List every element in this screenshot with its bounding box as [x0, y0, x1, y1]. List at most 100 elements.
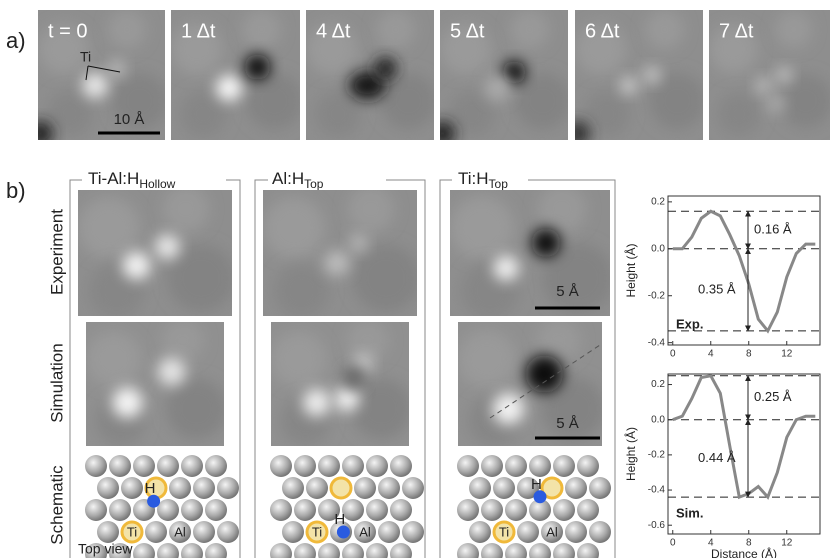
h-label: H — [334, 511, 345, 528]
blob — [458, 330, 516, 388]
atom — [589, 477, 611, 499]
atom — [85, 499, 107, 521]
blob — [28, 121, 53, 146]
atom — [205, 543, 227, 558]
atom — [390, 455, 412, 477]
atom — [402, 521, 424, 543]
y-tick-label: 0.0 — [651, 414, 665, 425]
blob — [643, 66, 661, 84]
blob — [538, 185, 586, 233]
atom — [181, 455, 203, 477]
y-axis-label: Height (Å) — [623, 243, 638, 297]
blob — [348, 186, 394, 232]
y-tick-label: -0.6 — [648, 520, 666, 531]
blob — [766, 94, 785, 113]
frame-label: 6 Δt — [585, 20, 620, 42]
annotation: 0.25 Å — [754, 389, 792, 404]
atom — [366, 455, 388, 477]
atom — [109, 455, 131, 477]
atom — [378, 477, 400, 499]
atom — [282, 477, 304, 499]
figure: a) b) Ti-Al:HHollow Al:HTop Ti:HTop Expe… — [0, 0, 830, 558]
blob — [449, 91, 495, 137]
annotation: 0.16 Å — [754, 221, 792, 236]
atom — [577, 543, 599, 558]
atom — [145, 521, 167, 543]
x-tick-label: 8 — [746, 349, 752, 360]
blob — [108, 10, 146, 48]
atom — [529, 543, 551, 558]
h-label: H — [531, 476, 542, 493]
atom — [505, 499, 527, 521]
atom — [318, 543, 340, 558]
x-tick-label: 12 — [781, 349, 793, 360]
frame-label: t = 0 — [48, 20, 87, 42]
column-title: Ti:HTop — [458, 169, 508, 191]
profile-tag: Sim. — [676, 505, 703, 520]
scale-bar-label: 5 Å — [556, 415, 579, 432]
blob — [86, 332, 141, 387]
blob — [526, 355, 563, 392]
atom — [97, 521, 119, 543]
blob — [532, 229, 561, 258]
atom — [481, 499, 503, 521]
ti-label: Ti — [499, 524, 509, 539]
stm-image — [86, 320, 227, 446]
stm-image — [450, 185, 613, 320]
blob — [351, 378, 412, 439]
panel-label: b) — [6, 178, 26, 203]
stm-image — [271, 320, 412, 446]
scale-bar-label: 10 Å — [114, 111, 145, 128]
blob — [315, 91, 361, 137]
atom — [342, 455, 364, 477]
blob — [47, 91, 93, 137]
blob — [349, 234, 367, 252]
blob — [167, 244, 235, 312]
atom — [529, 455, 551, 477]
blob — [645, 10, 683, 48]
atom — [505, 455, 527, 477]
scale-bar-label: 5 Å — [556, 283, 579, 300]
blob — [352, 244, 420, 312]
stm-image — [78, 186, 235, 319]
blob — [303, 389, 331, 417]
blob — [776, 11, 812, 47]
atom — [469, 477, 491, 499]
blob — [374, 57, 397, 80]
y-tick-label: 0.0 — [651, 243, 665, 254]
atom — [318, 455, 340, 477]
frame-label: 1 Δt — [181, 20, 216, 42]
frame-label: 4 Δt — [316, 20, 351, 42]
profile-line — [673, 211, 816, 331]
x-tick-label: 4 — [708, 349, 714, 360]
atom — [270, 543, 292, 558]
blob — [755, 77, 772, 94]
blob — [163, 186, 209, 232]
blob — [112, 387, 142, 417]
blob — [450, 196, 514, 260]
blob — [155, 234, 180, 259]
blob — [242, 10, 281, 49]
atom — [193, 477, 215, 499]
blob — [493, 255, 519, 281]
ti-label: Ti — [127, 524, 137, 539]
stm-image — [263, 186, 420, 319]
atom — [133, 543, 155, 558]
atom — [565, 521, 587, 543]
atom — [457, 499, 479, 521]
blob — [246, 73, 303, 130]
atom — [193, 521, 215, 543]
x-axis-label: Distance (Å) — [711, 546, 777, 558]
atom — [205, 455, 227, 477]
ti-atom — [331, 478, 351, 498]
y-tick-label: -0.4 — [648, 485, 666, 496]
blob — [776, 67, 793, 84]
atom — [121, 477, 143, 499]
stm-image — [458, 319, 605, 447]
profile-line — [673, 376, 816, 497]
blob — [493, 393, 525, 425]
row-label: Schematic — [47, 465, 66, 545]
atom — [109, 499, 131, 521]
blob — [510, 10, 548, 48]
y-axis-label: Height (Å) — [623, 427, 638, 481]
